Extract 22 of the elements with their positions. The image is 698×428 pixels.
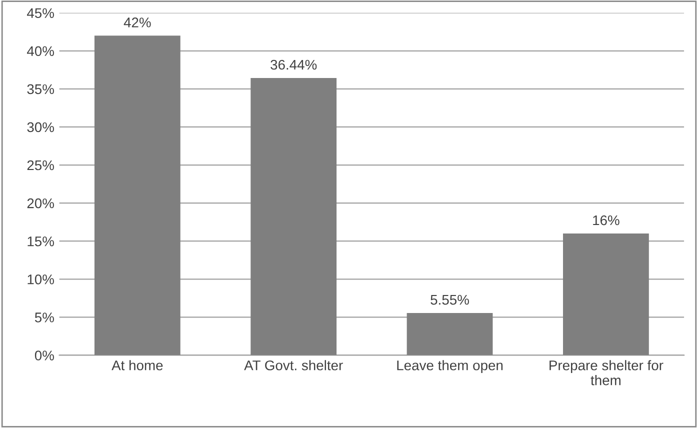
data-label: 16% bbox=[593, 215, 620, 226]
x-tick-label: Leave them open bbox=[397, 360, 503, 374]
bar bbox=[563, 234, 649, 356]
x-tick-label: AT Govt. shelter bbox=[244, 360, 343, 370]
y-tick-label: 10% bbox=[28, 274, 54, 284]
y-tick-label: 5% bbox=[34, 312, 54, 322]
y-tick-label: 15% bbox=[28, 236, 54, 246]
y-tick-label: 25% bbox=[27, 160, 54, 170]
data-label: 42% bbox=[124, 18, 151, 28]
y-tick-label: 40% bbox=[26, 46, 54, 56]
data-label: 36.44% bbox=[270, 60, 317, 70]
data-label: 5.55% bbox=[430, 294, 469, 305]
bar bbox=[94, 36, 180, 356]
y-tick-label: 45% bbox=[26, 8, 54, 18]
y-tick-label: 20% bbox=[27, 198, 54, 208]
y-tick-label: 0% bbox=[34, 350, 54, 360]
x-tick-label: At home bbox=[112, 360, 163, 370]
y-tick-label: 35% bbox=[27, 84, 54, 94]
y-tick-label: 30% bbox=[27, 122, 54, 132]
bar bbox=[406, 313, 493, 356]
x-tick-label: Prepare shelter for them bbox=[550, 360, 664, 386]
bar bbox=[250, 78, 337, 356]
